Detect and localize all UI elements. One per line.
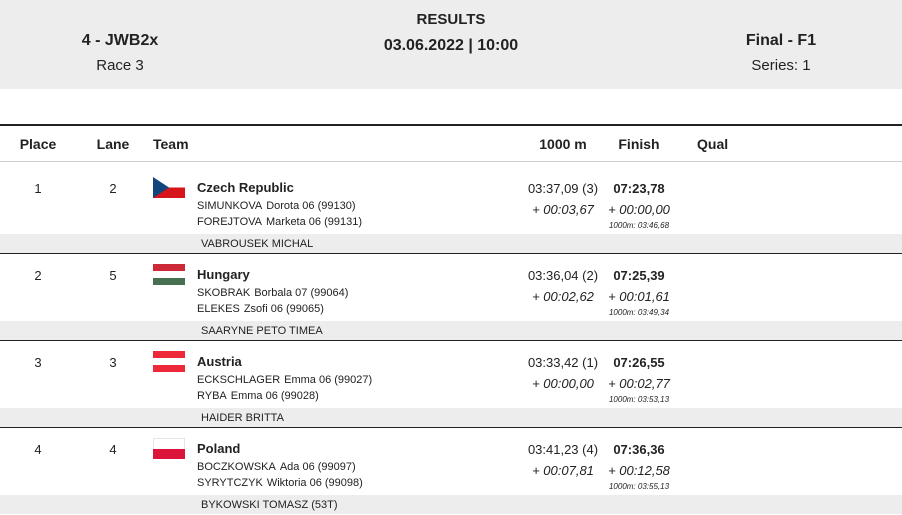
column-header-lane: Lane <box>96 136 130 152</box>
rower: SIMUNKOVA Dorota 06 (99130) <box>197 200 355 212</box>
lane: 2 <box>109 181 117 196</box>
lane: 5 <box>109 268 117 283</box>
split-time: 03:41,23 (4) <box>527 442 599 457</box>
coach-name: BYKOWSKI TOMASZ (53T) <box>201 499 338 511</box>
final-label: Final - F1 <box>745 32 817 49</box>
race-datetime: 03.06.2022 | 10:00 <box>383 37 519 54</box>
coach-name: SAARYNE PETO TIMEA <box>201 325 323 337</box>
rower-surname: RYBA <box>197 390 227 402</box>
split-diff: + 00:03,67 <box>532 202 594 217</box>
rower: ELEKES Zsofi 06 (99065) <box>197 303 324 315</box>
column-header-finish: Finish <box>618 136 660 152</box>
place: 2 <box>34 268 42 283</box>
row-divider <box>0 253 902 254</box>
place: 1 <box>34 181 42 196</box>
rower-name: Zsofi 06 (99065) <box>243 303 324 315</box>
country-name: Hungary <box>197 267 250 282</box>
race-number: Race 3 <box>96 57 144 74</box>
rower: RYBA Emma 06 (99028) <box>197 390 319 402</box>
rower-name: Dorota 06 (99130) <box>266 200 356 212</box>
rower-name: Ada 06 (99097) <box>279 461 356 473</box>
split-time: 03:37,09 (3) <box>527 181 599 196</box>
table-row: 4 4 Poland BOCZKOWSKA Ada 06 (99097) SYRY… <box>0 427 902 515</box>
finish-diff: + 00:02,77 <box>608 376 670 391</box>
finish-diff: + 00:12,58 <box>608 463 670 478</box>
rower-name: Borbala 07 (99064) <box>254 287 349 299</box>
hungary-flag-icon <box>153 264 185 285</box>
finish-time: 07:26,55 <box>613 355 665 370</box>
header-divider <box>0 161 902 162</box>
coach-band: HAIDER BRITTA <box>0 408 902 428</box>
results-title: RESULTS <box>416 11 486 28</box>
country-name: Poland <box>197 441 241 456</box>
results-header: 4 - JWB2x Race 3 RESULTS 03.06.2022 | 10… <box>0 0 902 89</box>
row-divider <box>0 427 902 428</box>
rower-surname: FOREJTOVA <box>197 216 262 228</box>
table-top-rule <box>0 124 902 126</box>
table-row: 2 5 Hungary SKOBRAK Borbala 07 (99064) EL… <box>0 253 902 341</box>
rower: SKOBRAK Borbala 07 (99064) <box>197 287 348 299</box>
series-label: Series: 1 <box>751 57 811 74</box>
rower: ECKSCHLAGER Emma 06 (99027) <box>197 374 372 386</box>
rower-surname: SYRYTCZYK <box>197 477 263 489</box>
finish-split-detail: 1000m: 03:49,34 <box>608 308 670 317</box>
coach-band: SAARYNE PETO TIMEA <box>0 321 902 341</box>
split-diff: + 00:02,62 <box>532 289 594 304</box>
place: 3 <box>34 355 42 370</box>
austria-flag-icon <box>153 351 185 372</box>
czech-republic-flag-icon <box>153 177 185 198</box>
column-header-1000m: 1000 m <box>539 136 587 152</box>
finish-split-detail: 1000m: 03:46,68 <box>608 221 670 230</box>
poland-flag-icon <box>153 438 185 459</box>
finish-split-detail: 1000m: 03:53,13 <box>608 395 670 404</box>
country-name: Austria <box>197 354 242 369</box>
rower-surname: ELEKES <box>197 303 240 315</box>
rower-surname: SKOBRAK <box>197 287 251 299</box>
finish-diff: + 00:00,00 <box>608 202 670 217</box>
split-diff: + 00:00,00 <box>532 376 594 391</box>
lane: 3 <box>109 355 117 370</box>
rower-name: Emma 06 (99027) <box>284 374 373 386</box>
rower-name: Marketa 06 (99131) <box>266 216 362 228</box>
lane: 4 <box>109 442 117 457</box>
finish-time: 07:23,78 <box>613 181 665 196</box>
finish-split-detail: 1000m: 03:55,13 <box>608 482 670 491</box>
column-header-team: Team <box>153 136 189 152</box>
column-header-qual: Qual <box>697 136 729 152</box>
country-name: Czech Republic <box>197 180 294 195</box>
table-row: 3 3 Austria ECKSCHLAGER Emma 06 (99027) R… <box>0 340 902 428</box>
coach-band: VABROUSEK MICHAL <box>0 234 902 254</box>
coach-name: HAIDER BRITTA <box>201 412 284 424</box>
rower-surname: BOCZKOWSKA <box>197 461 276 473</box>
row-divider <box>0 340 902 341</box>
rower-surname: ECKSCHLAGER <box>197 374 281 386</box>
finish-diff: + 00:01,61 <box>608 289 670 304</box>
rower-name: Emma 06 (99028) <box>230 390 319 402</box>
rower-surname: SIMUNKOVA <box>197 200 263 212</box>
rower: SYRYTCZYK Wiktoria 06 (99098) <box>197 477 363 489</box>
place: 4 <box>34 442 42 457</box>
coach-name: VABROUSEK MICHAL <box>201 238 314 250</box>
split-time: 03:36,04 (2) <box>527 268 599 283</box>
split-diff: + 00:07,81 <box>532 463 594 478</box>
event-name: 4 - JWB2x <box>81 32 159 49</box>
table-row: 1 2 Czech Republic SIMUNKOVA Dorota 06 (9… <box>0 166 902 254</box>
column-header-place: Place <box>19 136 57 152</box>
rower: BOCZKOWSKA Ada 06 (99097) <box>197 461 356 473</box>
finish-time: 07:36,36 <box>613 442 665 457</box>
finish-time: 07:25,39 <box>613 268 665 283</box>
split-time: 03:33,42 (1) <box>527 355 599 370</box>
rower-name: Wiktoria 06 (99098) <box>266 477 363 489</box>
coach-band: BYKOWSKI TOMASZ (53T) <box>0 495 902 514</box>
rower: FOREJTOVA Marketa 06 (99131) <box>197 216 362 228</box>
